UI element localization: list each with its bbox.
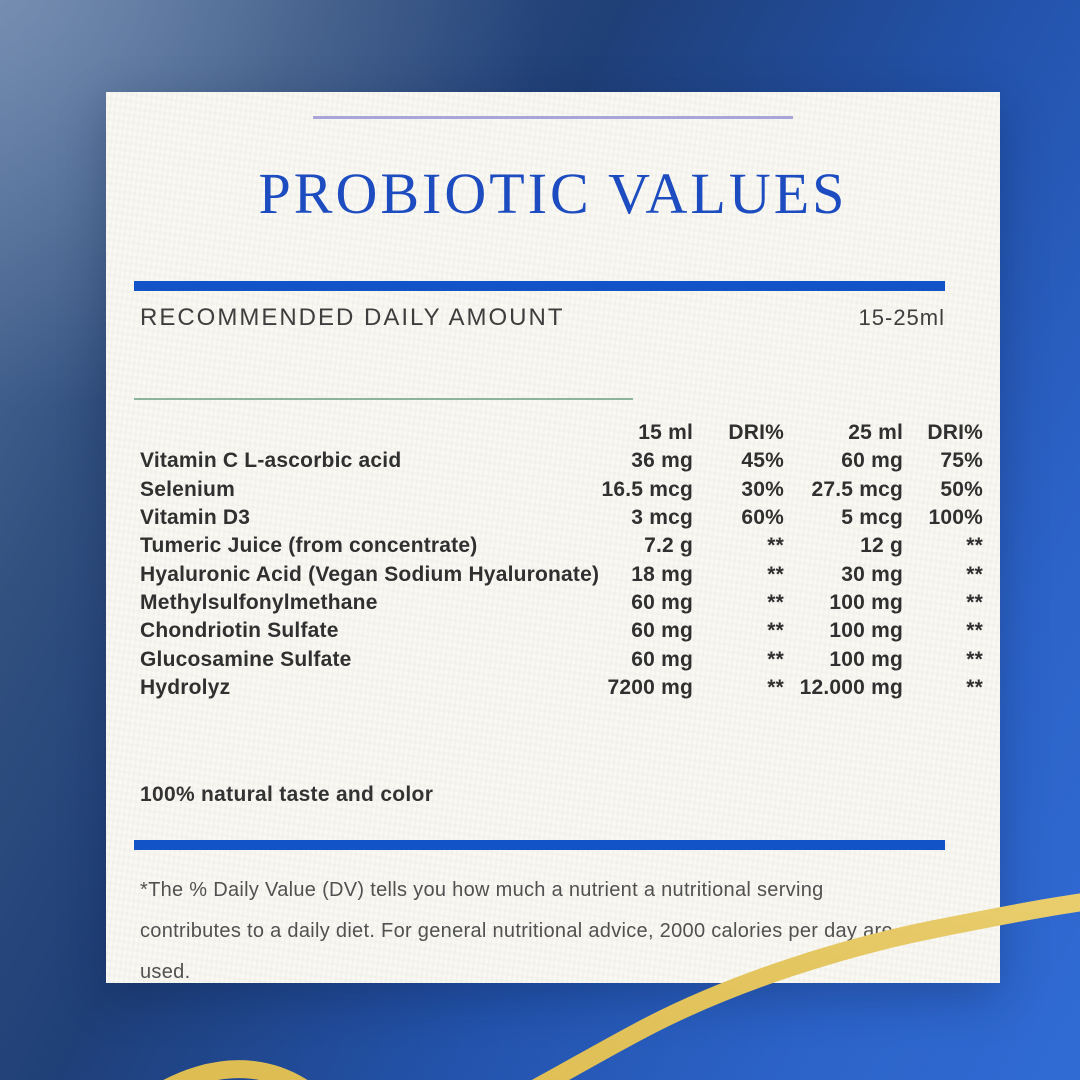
- table-row: Hydrolyz 7200 mg ** 12.000 mg **: [140, 674, 983, 702]
- nutrient-name: Hydrolyz: [140, 675, 231, 699]
- nutrient-value: **: [966, 619, 983, 643]
- nutrient-value: 16.5 mcg: [601, 477, 693, 501]
- nutrient-value: 100 mg: [829, 590, 903, 614]
- nutrient-value: **: [767, 562, 784, 586]
- nutrient-value: 100 mg: [829, 619, 903, 643]
- page-title: PROBIOTIC VALUES: [258, 161, 848, 226]
- table-row: Methylsulfonylmethane 60 mg ** 100 mg **: [140, 589, 983, 617]
- nutrient-name: Vitamin D3: [140, 506, 251, 530]
- column-header: DRI%: [728, 421, 784, 445]
- nutrient-value: 30 mg: [841, 562, 903, 586]
- nutrient-name: Chondriotin Sulfate: [140, 619, 339, 643]
- nutrient-name: Methylsulfonylmethane: [140, 590, 378, 614]
- decorative-green-line: [134, 398, 633, 400]
- nutrient-value: 7.2 g: [644, 534, 693, 558]
- nutrient-value: **: [966, 562, 983, 586]
- table-row: Vitamin D3 3 mcg 60% 5 mcg 100%: [140, 504, 983, 532]
- recommended-daily-amount-label: RECOMMENDED DAILY AMOUNT: [140, 304, 565, 331]
- nutrient-value: 60 mg: [841, 449, 903, 473]
- nutrient-value: 12.000 mg: [799, 675, 903, 699]
- nutrient-value: **: [767, 619, 784, 643]
- divider-top: [134, 281, 945, 291]
- nutrient-value: 60 mg: [631, 619, 693, 643]
- recommended-daily-amount-row: RECOMMENDED DAILY AMOUNT 15-25ml: [140, 304, 945, 332]
- nutrient-value: 7200 mg: [607, 675, 693, 699]
- nutrient-value: 60 mg: [631, 590, 693, 614]
- table-row: Vitamin C L-ascorbic acid 36 mg 45% 60 mg 75…: [140, 447, 983, 475]
- nutrient-value: 60 mg: [631, 647, 693, 671]
- nutrient-value: 5 mcg: [841, 506, 903, 530]
- nutrient-value: 50%: [940, 477, 983, 501]
- table-row: Chondriotin Sulfate 60 mg ** 100 mg **: [140, 617, 983, 645]
- nutrient-name: Selenium: [140, 477, 235, 501]
- nutrient-value: **: [767, 534, 784, 558]
- nutrient-value: **: [966, 647, 983, 671]
- nutrient-value: 12 g: [860, 534, 903, 558]
- nutrient-value: 36 mg: [631, 449, 693, 473]
- nutrient-value: **: [966, 675, 983, 699]
- nutrient-name: Vitamin C L-ascorbic acid: [140, 449, 402, 473]
- nutrient-value: 30%: [741, 477, 784, 501]
- table-row: Selenium 16.5 mcg 30% 27.5 mcg 50%: [140, 476, 983, 504]
- table-header-row: 15 ml DRI% 25 ml DRI%: [140, 419, 983, 447]
- nutrient-value: 18 mg: [631, 562, 693, 586]
- nutrient-name: Tumeric Juice (from concentrate): [140, 534, 478, 558]
- serving-size-value: 15-25ml: [858, 305, 945, 330]
- decorative-top-line: [313, 116, 793, 119]
- table-row: Tumeric Juice (from concentrate) 7.2 g ** 1…: [140, 532, 983, 560]
- nutrient-value: 100 mg: [829, 647, 903, 671]
- natural-note: 100% natural taste and color: [140, 783, 434, 806]
- nutrient-value: **: [767, 675, 784, 699]
- column-header: DRI%: [927, 421, 983, 445]
- label-card: PROBIOTIC VALUES RECOMMENDED DAILY AMOUN…: [106, 92, 1000, 983]
- column-header: 25 ml: [848, 421, 903, 445]
- nutrient-value: **: [767, 647, 784, 671]
- nutrient-value: **: [966, 590, 983, 614]
- nutrition-table: 15 ml DRI% 25 ml DRI% Vitamin C L-ascorbic a…: [140, 419, 983, 702]
- table-row: Hyaluronic Acid (Vegan Sodium Hyaluronat…: [140, 560, 983, 588]
- nutrient-value: 3 mcg: [631, 506, 693, 530]
- divider-bottom: [134, 840, 945, 850]
- nutrient-name: Hyaluronic Acid (Vegan Sodium Hyaluronat…: [140, 562, 600, 586]
- nutrient-value: 45%: [741, 449, 784, 473]
- nutrient-value: 27.5 mcg: [811, 477, 903, 501]
- nutrient-value: **: [767, 590, 784, 614]
- table-row: Glucosamine Sulfate 60 mg ** 100 mg **: [140, 645, 983, 673]
- nutrient-name: Glucosamine Sulfate: [140, 647, 352, 671]
- daily-value-footnote: *The % Daily Value (DV) tells you how mu…: [140, 879, 893, 983]
- nutrient-value: 100%: [928, 506, 983, 530]
- nutrient-value: **: [966, 534, 983, 558]
- nutrient-value: 60%: [741, 506, 784, 530]
- nutrient-value: 75%: [940, 449, 983, 473]
- column-header: 15 ml: [638, 421, 693, 445]
